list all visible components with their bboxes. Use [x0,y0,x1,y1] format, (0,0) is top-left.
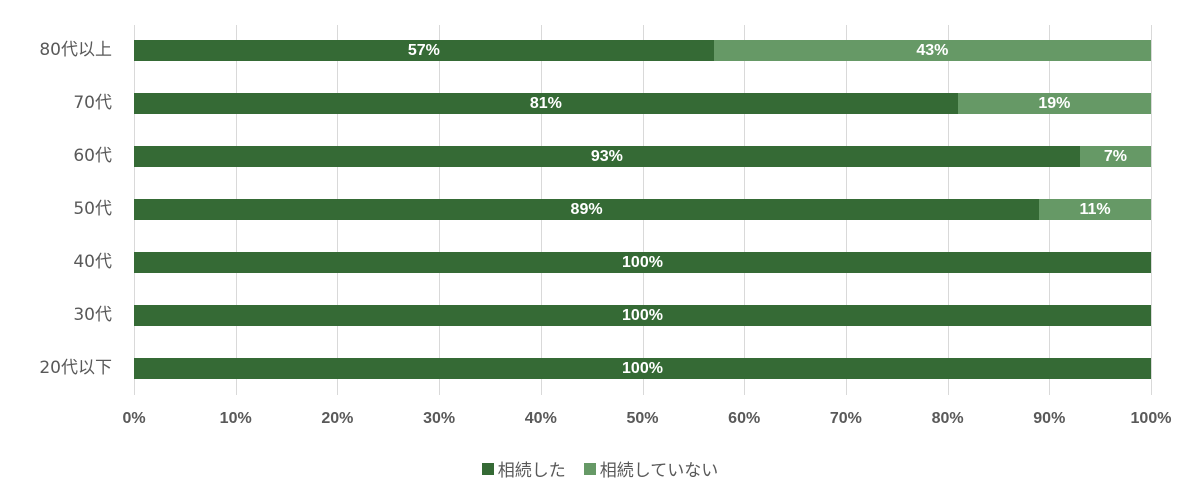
category-label: 40代 [73,252,112,272]
category-label: 70代 [73,93,112,113]
bar-segment: 89% [134,199,1040,220]
bar-row: 100% [134,358,1151,379]
data-label: 81% [529,94,562,112]
bar-segment: 19% [957,93,1151,114]
category-label: 30代 [73,305,112,325]
bar-row: 100% [134,252,1151,273]
data-label: 19% [1038,94,1071,112]
bar-segment: 81% [134,93,958,114]
legend-swatch-icon [583,462,596,475]
bar-row: 57% 43% [134,40,1151,61]
category-label: 60代 [73,146,112,166]
bar-row: 93% 7% [134,146,1151,167]
category-label: 80代以上 [39,40,112,60]
x-tick-label: 100% [1130,410,1172,427]
bar-segment: 100% [134,358,1151,379]
bar-segment: 7% [1079,146,1151,167]
legend-label: 相続していない [599,461,719,481]
legend-label: 相続した [497,461,566,481]
x-tick-label: 50% [626,410,659,427]
data-label: 7% [1103,147,1127,165]
bar-row: 81% 19% [134,93,1151,114]
x-tick-label: 90% [1033,410,1066,427]
gridline [1151,25,1152,395]
legend-item: 相続した [481,456,566,481]
bar-segment: 57% [134,40,714,61]
bar-row: 89% 11% [134,199,1151,220]
data-label: 89% [570,200,603,218]
data-label: 57% [407,41,440,59]
bar-row: 100% [134,305,1151,326]
data-label: 43% [916,41,949,59]
bar-segment: 100% [134,252,1151,273]
bar-segment: 11% [1039,199,1151,220]
bar-segment: 93% [134,146,1080,167]
data-label: 93% [590,147,623,165]
legend-swatch-icon [481,462,494,475]
x-tick-label: 40% [524,410,557,427]
data-label: 100% [622,359,663,377]
x-tick-label: 70% [829,410,862,427]
x-tick-label: 30% [423,410,456,427]
category-label: 20代以下 [39,358,112,378]
legend-item: 相続していない [583,456,719,481]
data-label: 11% [1079,200,1111,218]
x-tick-label: 80% [931,410,964,427]
data-label: 100% [622,306,663,324]
legend: 相続した 相続していない [0,456,1200,481]
bar-segment: 43% [713,40,1151,61]
bar-segment: 100% [134,305,1151,326]
category-label: 50代 [73,199,112,219]
x-tick-label: 10% [219,410,252,427]
data-label: 100% [622,253,663,271]
x-tick-label: 60% [728,410,761,427]
x-tick-label: 0% [122,410,146,427]
x-tick-label: 20% [321,410,354,427]
